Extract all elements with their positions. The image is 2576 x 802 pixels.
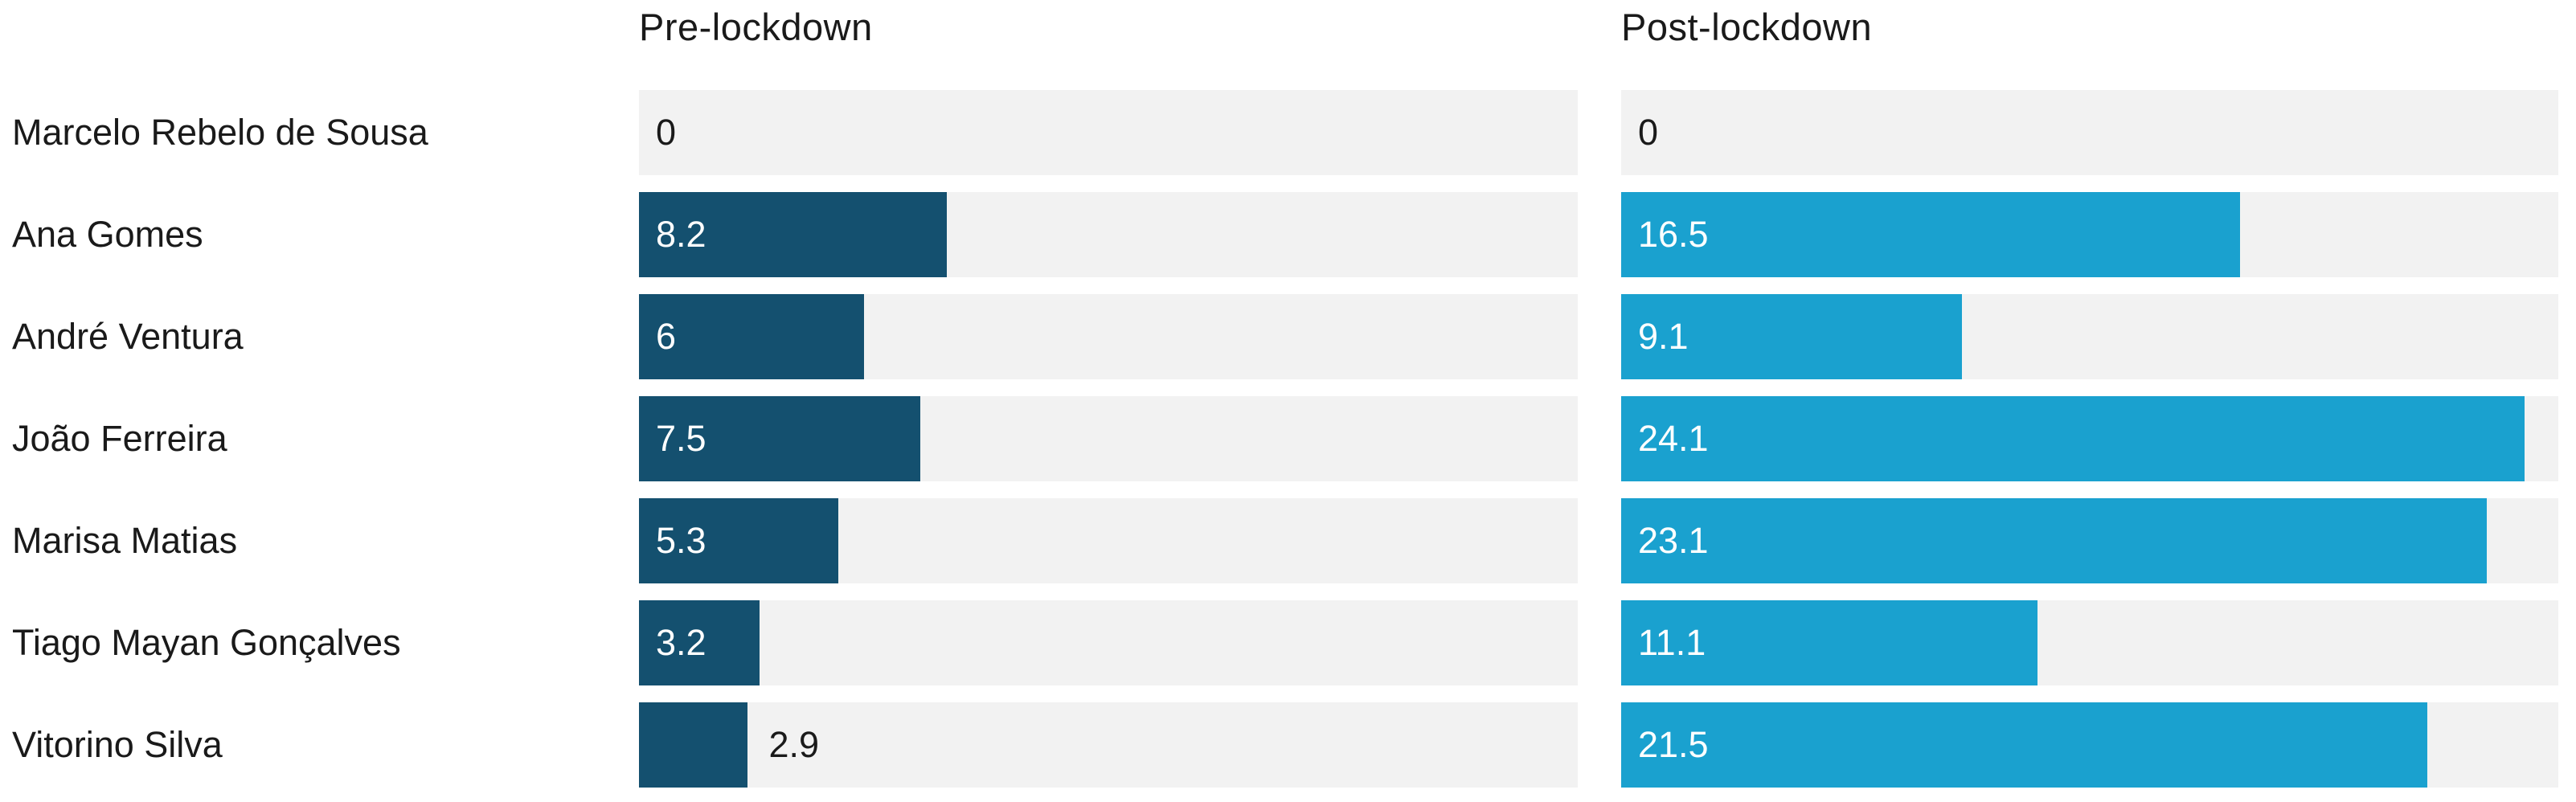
post-lockdown-bar: 24.1 <box>1621 396 2525 481</box>
column-headers: Pre-lockdown Post-lockdown <box>0 5 2576 85</box>
post-lockdown-track: 11.1 <box>1621 600 2558 685</box>
category-label: Vitorino Silva <box>12 724 223 765</box>
bar-value-label: 16.5 <box>1638 214 1709 255</box>
chart-row: Marisa Matias 5.3 23.1 <box>0 498 2576 583</box>
pre-lockdown-bar: 7.5 <box>639 396 921 481</box>
pre-lockdown-track: 6 <box>639 294 1578 379</box>
bar-value-label: 0 <box>1638 112 1659 153</box>
panel-gap <box>1578 702 1621 788</box>
panel-gap <box>1578 600 1621 685</box>
pre-lockdown-track: 5.3 <box>639 498 1578 583</box>
panel-gap <box>1578 192 1621 277</box>
pre-lockdown-track: 0 <box>639 90 1578 175</box>
bar-value-label: 21.5 <box>1638 724 1709 765</box>
chart-row: Tiago Mayan Gonçalves 3.2 11.1 <box>0 600 2576 685</box>
post-lockdown-track: 21.5 <box>1621 702 2558 788</box>
post-lockdown-track: 9.1 <box>1621 294 2558 379</box>
chart-row: João Ferreira 7.5 24.1 <box>0 396 2576 481</box>
bar-value-label: 23.1 <box>1638 520 1709 561</box>
pre-lockdown-bar <box>639 702 748 788</box>
pre-lockdown-bar: 3.2 <box>639 600 760 685</box>
pre-lockdown-bar: 8.2 <box>639 192 948 277</box>
pre-lockdown-track: 7.5 <box>639 396 1578 481</box>
bar-value-label: 8.2 <box>656 214 706 255</box>
pre-lockdown-track: 8.2 <box>639 192 1578 277</box>
bar-value-label: 5.3 <box>656 520 706 561</box>
bar-value-label: 9.1 <box>1638 316 1689 357</box>
panel-gap <box>1578 294 1621 379</box>
chart-row: Marcelo Rebelo de Sousa 0 0 <box>0 90 2576 175</box>
post-lockdown-bar: 11.1 <box>1621 600 2037 685</box>
post-lockdown-track: 24.1 <box>1621 396 2558 481</box>
post-lockdown-header: Post-lockdown <box>1621 6 1873 48</box>
bar-value-label: 6 <box>656 316 677 357</box>
category-label: Marisa Matias <box>12 520 238 561</box>
panel-gap <box>1578 90 1621 175</box>
bar-value-label: 3.2 <box>656 622 706 663</box>
pre-lockdown-header: Pre-lockdown <box>639 6 873 48</box>
post-lockdown-bar: 21.5 <box>1621 702 2427 788</box>
pre-lockdown-track: 2.9 <box>639 702 1578 788</box>
category-label: André Ventura <box>12 316 244 357</box>
bar-value-label: 11.1 <box>1638 622 1706 663</box>
post-lockdown-bar: 23.1 <box>1621 498 2488 583</box>
pre-lockdown-bar: 5.3 <box>639 498 838 583</box>
category-label: Ana Gomes <box>12 214 203 255</box>
pre-lockdown-bar: 6 <box>639 294 865 379</box>
panel-gap <box>1578 498 1621 583</box>
post-lockdown-track: 0 <box>1621 90 2558 175</box>
post-lockdown-track: 16.5 <box>1621 192 2558 277</box>
bar-value-label: 24.1 <box>1638 418 1709 459</box>
post-lockdown-bar: 16.5 <box>1621 192 2240 277</box>
bar-value-label: 2.9 <box>768 724 820 765</box>
bar-value-label: 0 <box>656 112 677 153</box>
chart-rows: Marcelo Rebelo de Sousa 0 0 Ana Gomes 8.2 16.… <box>0 90 2576 802</box>
post-lockdown-bar: 9.1 <box>1621 294 1963 379</box>
chart-row: André Ventura 6 9.1 <box>0 294 2576 379</box>
panel-gap <box>1578 396 1621 481</box>
chart-row: Ana Gomes 8.2 16.5 <box>0 192 2576 277</box>
category-label: Marcelo Rebelo de Sousa <box>12 112 428 153</box>
chart-row: Vitorino Silva 2.9 21.5 <box>0 702 2576 788</box>
bar-value-label: 7.5 <box>656 418 706 459</box>
post-lockdown-track: 23.1 <box>1621 498 2558 583</box>
pre-lockdown-track: 3.2 <box>639 600 1578 685</box>
category-label: Tiago Mayan Gonçalves <box>12 622 401 663</box>
category-label: João Ferreira <box>12 418 227 459</box>
